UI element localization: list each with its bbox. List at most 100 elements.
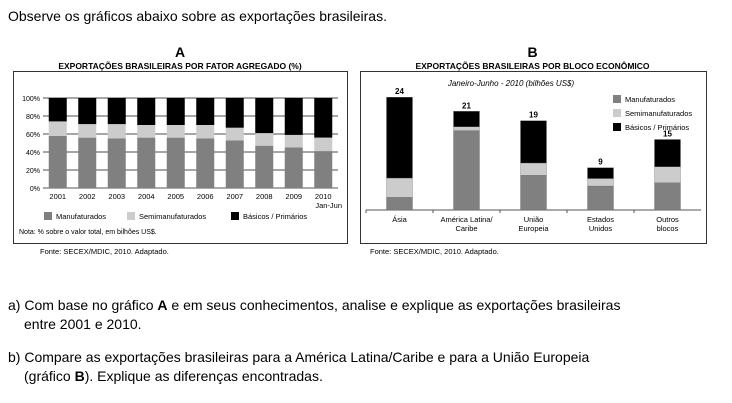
x-tick-label: Unidos <box>589 224 613 233</box>
x-tick-label: 2006 <box>197 192 214 201</box>
x-tick-label: 2004 <box>138 192 155 201</box>
question-b: b) Compare as exportações brasileiras pa… <box>8 348 589 386</box>
chart-subtitle: Janeiro-Junho - 2010 (bilhões US$) <box>447 79 575 88</box>
bar-segment-semimanufaturados <box>314 137 333 152</box>
bar-total-label: 15 <box>663 130 672 139</box>
bar-segment-semimanufaturados <box>196 125 215 139</box>
x-tick-label: 2003 <box>108 192 125 201</box>
legend-label: Semimanufaturados <box>139 212 206 221</box>
chart-b-letter: B <box>527 44 538 60</box>
x-tick-label: União <box>524 215 544 224</box>
bar-segment-manufaturados <box>166 137 185 188</box>
bar-segment-semimanufaturados <box>587 178 614 187</box>
question-b-line2-post: ). Explique as diferenças encontradas. <box>84 368 323 384</box>
x-tick-label: 2009 <box>285 192 302 201</box>
bar-segment-manufaturados <box>48 135 67 188</box>
chart-a-letter: A <box>174 44 186 60</box>
question-a-text-rest: e em seus conhecimentos, analise e expli… <box>167 297 621 313</box>
bar-segment-básicos <box>386 97 413 179</box>
chart-b-title: EXPORTAÇÕES BRASILEIRAS POR BLOCO ECONÔM… <box>415 61 650 71</box>
legend-label: Manufaturados <box>625 95 675 104</box>
chart-a: 0% 20% 40% 60% 80% 100% 2001 2002 2003 2004 2005 20… <box>13 71 348 244</box>
bar-segment-semimanufaturados <box>78 124 97 138</box>
bar-segment-semimanufaturados <box>48 121 67 136</box>
bar-segment-manufaturados <box>225 140 244 188</box>
bar-segment-básicos <box>78 98 97 125</box>
bar-segment-básicos <box>225 98 244 128</box>
bar-segment-básicos <box>587 167 614 179</box>
bar-total-label: 9 <box>598 158 603 167</box>
x-tick-label: 2010 <box>315 192 332 201</box>
bar-segment-básicos <box>453 111 480 127</box>
legend-swatch <box>613 123 621 131</box>
question-a-line2: entre 2001 e 2010. <box>24 316 142 332</box>
question-b-bold: B <box>74 368 85 384</box>
bar-segment-semimanufaturados <box>654 166 681 183</box>
bar-total-label: 19 <box>529 111 538 120</box>
bar-segment-manufaturados <box>255 145 274 188</box>
bar-segment-básicos <box>520 120 547 164</box>
question-b-line2: (gráfico <box>24 368 75 384</box>
y-tick-label: 0% <box>30 186 40 193</box>
bar-segment-manufaturados <box>107 138 126 188</box>
bar-segment-básicos <box>48 98 67 122</box>
bar-segment-básicos <box>654 139 681 167</box>
bar-segment-semimanufaturados <box>255 133 274 146</box>
bar-segment-básicos <box>314 98 333 138</box>
x-tick-label: Ásia <box>392 215 407 224</box>
x-tick-label: Outros <box>656 215 679 224</box>
legend-swatch <box>44 212 52 220</box>
chart-note: Nota: % sobre o valor total, em bilhões … <box>19 229 157 236</box>
question-a-bold: A <box>157 297 168 313</box>
bar-segment-manufaturados <box>587 185 614 211</box>
bar-segment-semimanufaturados <box>284 134 303 148</box>
x-tick-label: 2005 <box>167 192 184 201</box>
legend-swatch <box>231 212 239 220</box>
bar-segment-básicos <box>137 98 156 125</box>
chart-a-title: EXPORTAÇÕES BRASILEIRAS POR FATOR AGREGA… <box>58 61 302 71</box>
bar-segment-manufaturados <box>284 147 303 188</box>
bar-segment-manufaturados <box>78 137 97 188</box>
bar-segment-semimanufaturados <box>166 125 185 138</box>
legend-swatch <box>613 95 621 103</box>
bar-segment-semimanufaturados <box>520 162 547 176</box>
y-tick-label: 100% <box>22 96 40 103</box>
x-tick-label: 2002 <box>79 192 96 201</box>
question-b-text: b) Compare as exportações brasileiras pa… <box>8 349 590 365</box>
bar-segment-semimanufaturados <box>386 177 413 198</box>
bar-segment-semimanufaturados <box>453 126 480 131</box>
bar-segment-manufaturados <box>520 175 547 211</box>
legend-label: Semimanufaturados <box>625 109 692 118</box>
bar-segment-semimanufaturados <box>107 124 126 139</box>
x-tick-sublabel: Jan-Jun <box>315 201 342 210</box>
x-tick-label: 2008 <box>256 192 273 201</box>
legend-label: Básicos / Primários <box>243 212 307 221</box>
intro-text: Observe os gráficos abaixo sobre as expo… <box>8 8 387 24</box>
chart-a-source: Fonte: SECEX/MDIC, 2010. Adaptado. <box>40 247 169 256</box>
legend-swatch <box>613 109 621 117</box>
bar-segment-semimanufaturados <box>137 125 156 138</box>
x-tick-label: Caribe <box>455 224 477 233</box>
x-tick-label: 2007 <box>226 192 243 201</box>
y-tick-label: 20% <box>26 168 40 175</box>
x-tick-label: Estados <box>587 215 614 224</box>
bar-segment-semimanufaturados <box>225 127 244 141</box>
x-tick-label: Europeia <box>518 224 549 233</box>
x-tick-label: blocos <box>657 224 679 233</box>
bar-segment-manufaturados <box>386 197 413 211</box>
legend-label: Manufaturados <box>56 212 106 221</box>
question-a: a) Com base no gráfico A e em seus conhe… <box>8 296 620 334</box>
y-tick-label: 80% <box>26 114 40 121</box>
y-tick-label: 60% <box>26 132 40 139</box>
x-tick-label: 2001 <box>49 192 66 201</box>
bar-total-label: 24 <box>395 87 404 96</box>
bar-segment-básicos <box>255 98 274 134</box>
bar-segment-básicos <box>284 98 303 135</box>
bar-total-label: 21 <box>462 101 471 110</box>
bar-segment-básicos <box>107 98 126 125</box>
bar-segment-manufaturados <box>453 130 480 211</box>
bar-segment-básicos <box>166 98 185 125</box>
bar-segment-manufaturados <box>196 138 215 188</box>
question-a-text: a) Com base no gráfico <box>8 297 158 313</box>
bar-segment-manufaturados <box>137 137 156 188</box>
